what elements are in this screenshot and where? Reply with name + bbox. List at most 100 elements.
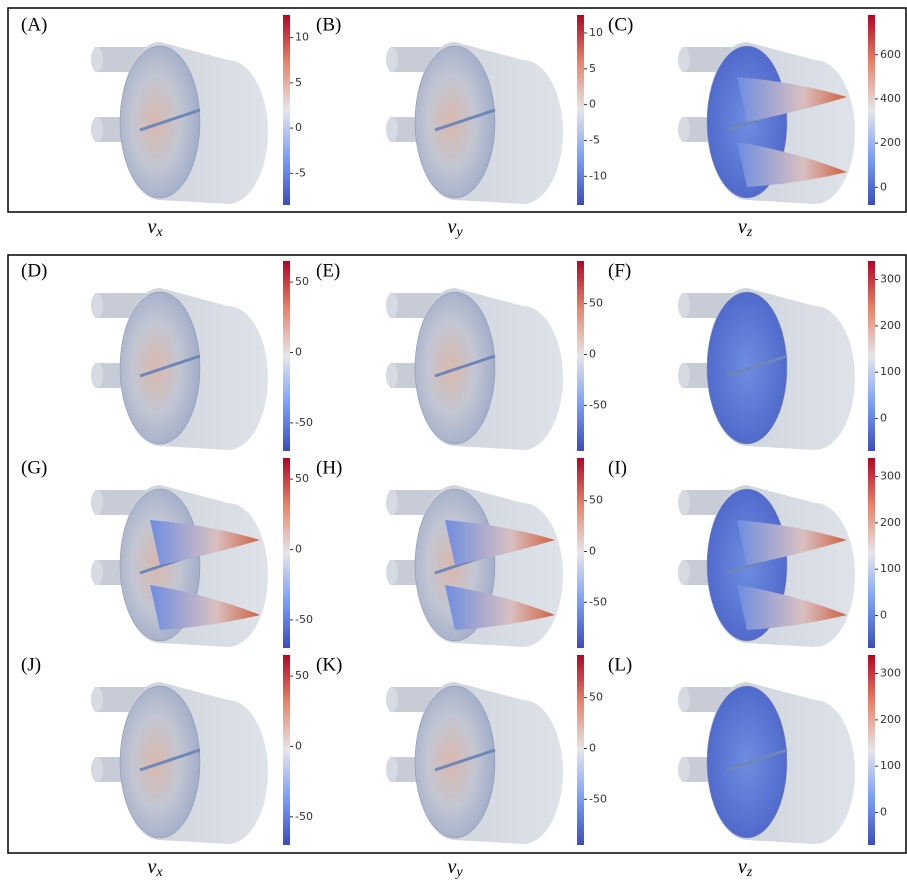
- pipe-end: [386, 293, 398, 318]
- symbol: v: [447, 216, 456, 238]
- panel-label: (A): [21, 14, 47, 35]
- panel-label: (J): [21, 654, 41, 675]
- symbol: v: [147, 216, 156, 238]
- pipe-end: [386, 117, 398, 142]
- pipe-end: [386, 363, 398, 388]
- pipe-end: [678, 117, 690, 142]
- page: {"figure": { "top": { "panels": [ {"labe…: [0, 0, 907, 888]
- colorbar-tick-label: 5: [295, 76, 302, 89]
- render: [678, 485, 855, 647]
- panel-label: (H): [316, 457, 342, 478]
- render: [91, 485, 268, 647]
- pipe-end: [91, 363, 103, 388]
- colorbar-tick-label: 100: [880, 759, 901, 772]
- subscript: z: [746, 865, 753, 880]
- colorbar: [577, 261, 584, 451]
- panel-label: (G): [21, 457, 47, 478]
- colorbar-tick-label: -50: [589, 792, 607, 805]
- pipe-end: [386, 490, 398, 515]
- symbol: v: [738, 216, 747, 238]
- symbol: v: [447, 856, 456, 878]
- panel-label: (F): [608, 260, 631, 281]
- colorbar-tick-label: 200: [880, 516, 901, 529]
- colorbar-tick-label: 50: [589, 297, 603, 310]
- panel-label: (I): [608, 457, 627, 478]
- render: [386, 42, 563, 204]
- render: [91, 682, 268, 844]
- render: [678, 288, 855, 450]
- pipe-end: [678, 757, 690, 782]
- colorbar: [577, 655, 584, 845]
- subscript: x: [155, 865, 163, 880]
- panel-label: (B): [316, 14, 341, 35]
- colorbar: [868, 458, 875, 648]
- colorbar: [283, 458, 290, 648]
- symbol: v: [738, 856, 747, 878]
- pipe-end: [678, 490, 690, 515]
- colorbar-tick-label: -5: [295, 166, 306, 179]
- colorbar-tick-label: 50: [295, 669, 309, 682]
- subscript: y: [454, 225, 463, 240]
- render: [678, 682, 855, 844]
- colorbar-tick-label: 200: [880, 713, 901, 726]
- colorbar-tick-label: -50: [295, 613, 313, 626]
- colorbar-tick-label: 0: [295, 542, 302, 555]
- colorbar-tick-label: 50: [589, 691, 603, 704]
- colorbar-tick-label: -50: [295, 416, 313, 429]
- pipe-end: [386, 687, 398, 712]
- colorbar-tick-label: -50: [589, 398, 607, 411]
- colorbar-tick-label: 0: [295, 345, 302, 358]
- colorbar-tick-label: 400: [880, 92, 901, 105]
- colorbar-tick-label: -5: [589, 133, 600, 146]
- column-label: vy: [447, 856, 463, 881]
- panel-label: (K): [316, 654, 342, 675]
- render: [386, 682, 563, 844]
- subscript: z: [746, 225, 753, 240]
- column-label: vz: [738, 856, 753, 881]
- panel-label: (E): [316, 260, 340, 281]
- colorbar-tick-label: 600: [880, 48, 901, 61]
- panel-label: (L): [608, 654, 632, 675]
- colorbar-tick-label: 0: [589, 544, 596, 557]
- column-label: vx: [147, 856, 163, 881]
- render: [386, 485, 563, 647]
- colorbar-tick-label: 200: [880, 136, 901, 149]
- colorbar-tick-label: -10: [589, 169, 607, 182]
- pipe-end: [386, 560, 398, 585]
- colorbar-tick-label: 10: [295, 31, 309, 44]
- panel-label: (D): [21, 260, 47, 281]
- colorbar-tick-label: 5: [589, 62, 596, 75]
- colorbar: [283, 655, 290, 845]
- colorbar-tick-label: 0: [295, 121, 302, 134]
- colorbar-tick-label: 100: [880, 562, 901, 575]
- pipe-end: [91, 560, 103, 585]
- subscript: y: [454, 865, 463, 880]
- render: [678, 42, 855, 204]
- pipe-end: [91, 490, 103, 515]
- colorbar-tick-label: 50: [589, 494, 603, 507]
- colorbar: [283, 15, 290, 205]
- pipe-end: [678, 363, 690, 388]
- symbol: v: [147, 856, 156, 878]
- colorbar: [868, 655, 875, 845]
- render: [386, 288, 563, 450]
- colorbar-tick-label: 100: [880, 365, 901, 378]
- colorbar: [283, 261, 290, 451]
- colorbar-tick-label: 50: [295, 275, 309, 288]
- pipe-end: [91, 47, 103, 72]
- pipe-end: [678, 293, 690, 318]
- column-label: vz: [738, 216, 753, 241]
- colorbar-tick-label: 0: [880, 609, 887, 622]
- panel-label: (C): [608, 14, 633, 35]
- pipe-end: [386, 757, 398, 782]
- pipe-end: [91, 687, 103, 712]
- colorbar-tick-label: -50: [589, 595, 607, 608]
- colorbar: [868, 261, 875, 451]
- colorbar: [577, 15, 584, 205]
- colorbar-tick-label: 0: [589, 98, 596, 111]
- colorbar-tick-label: 300: [880, 667, 901, 680]
- pipe-end: [91, 117, 103, 142]
- colorbar-tick-label: 10: [589, 26, 603, 39]
- colorbar-tick-label: 200: [880, 319, 901, 332]
- pipe-end: [91, 293, 103, 318]
